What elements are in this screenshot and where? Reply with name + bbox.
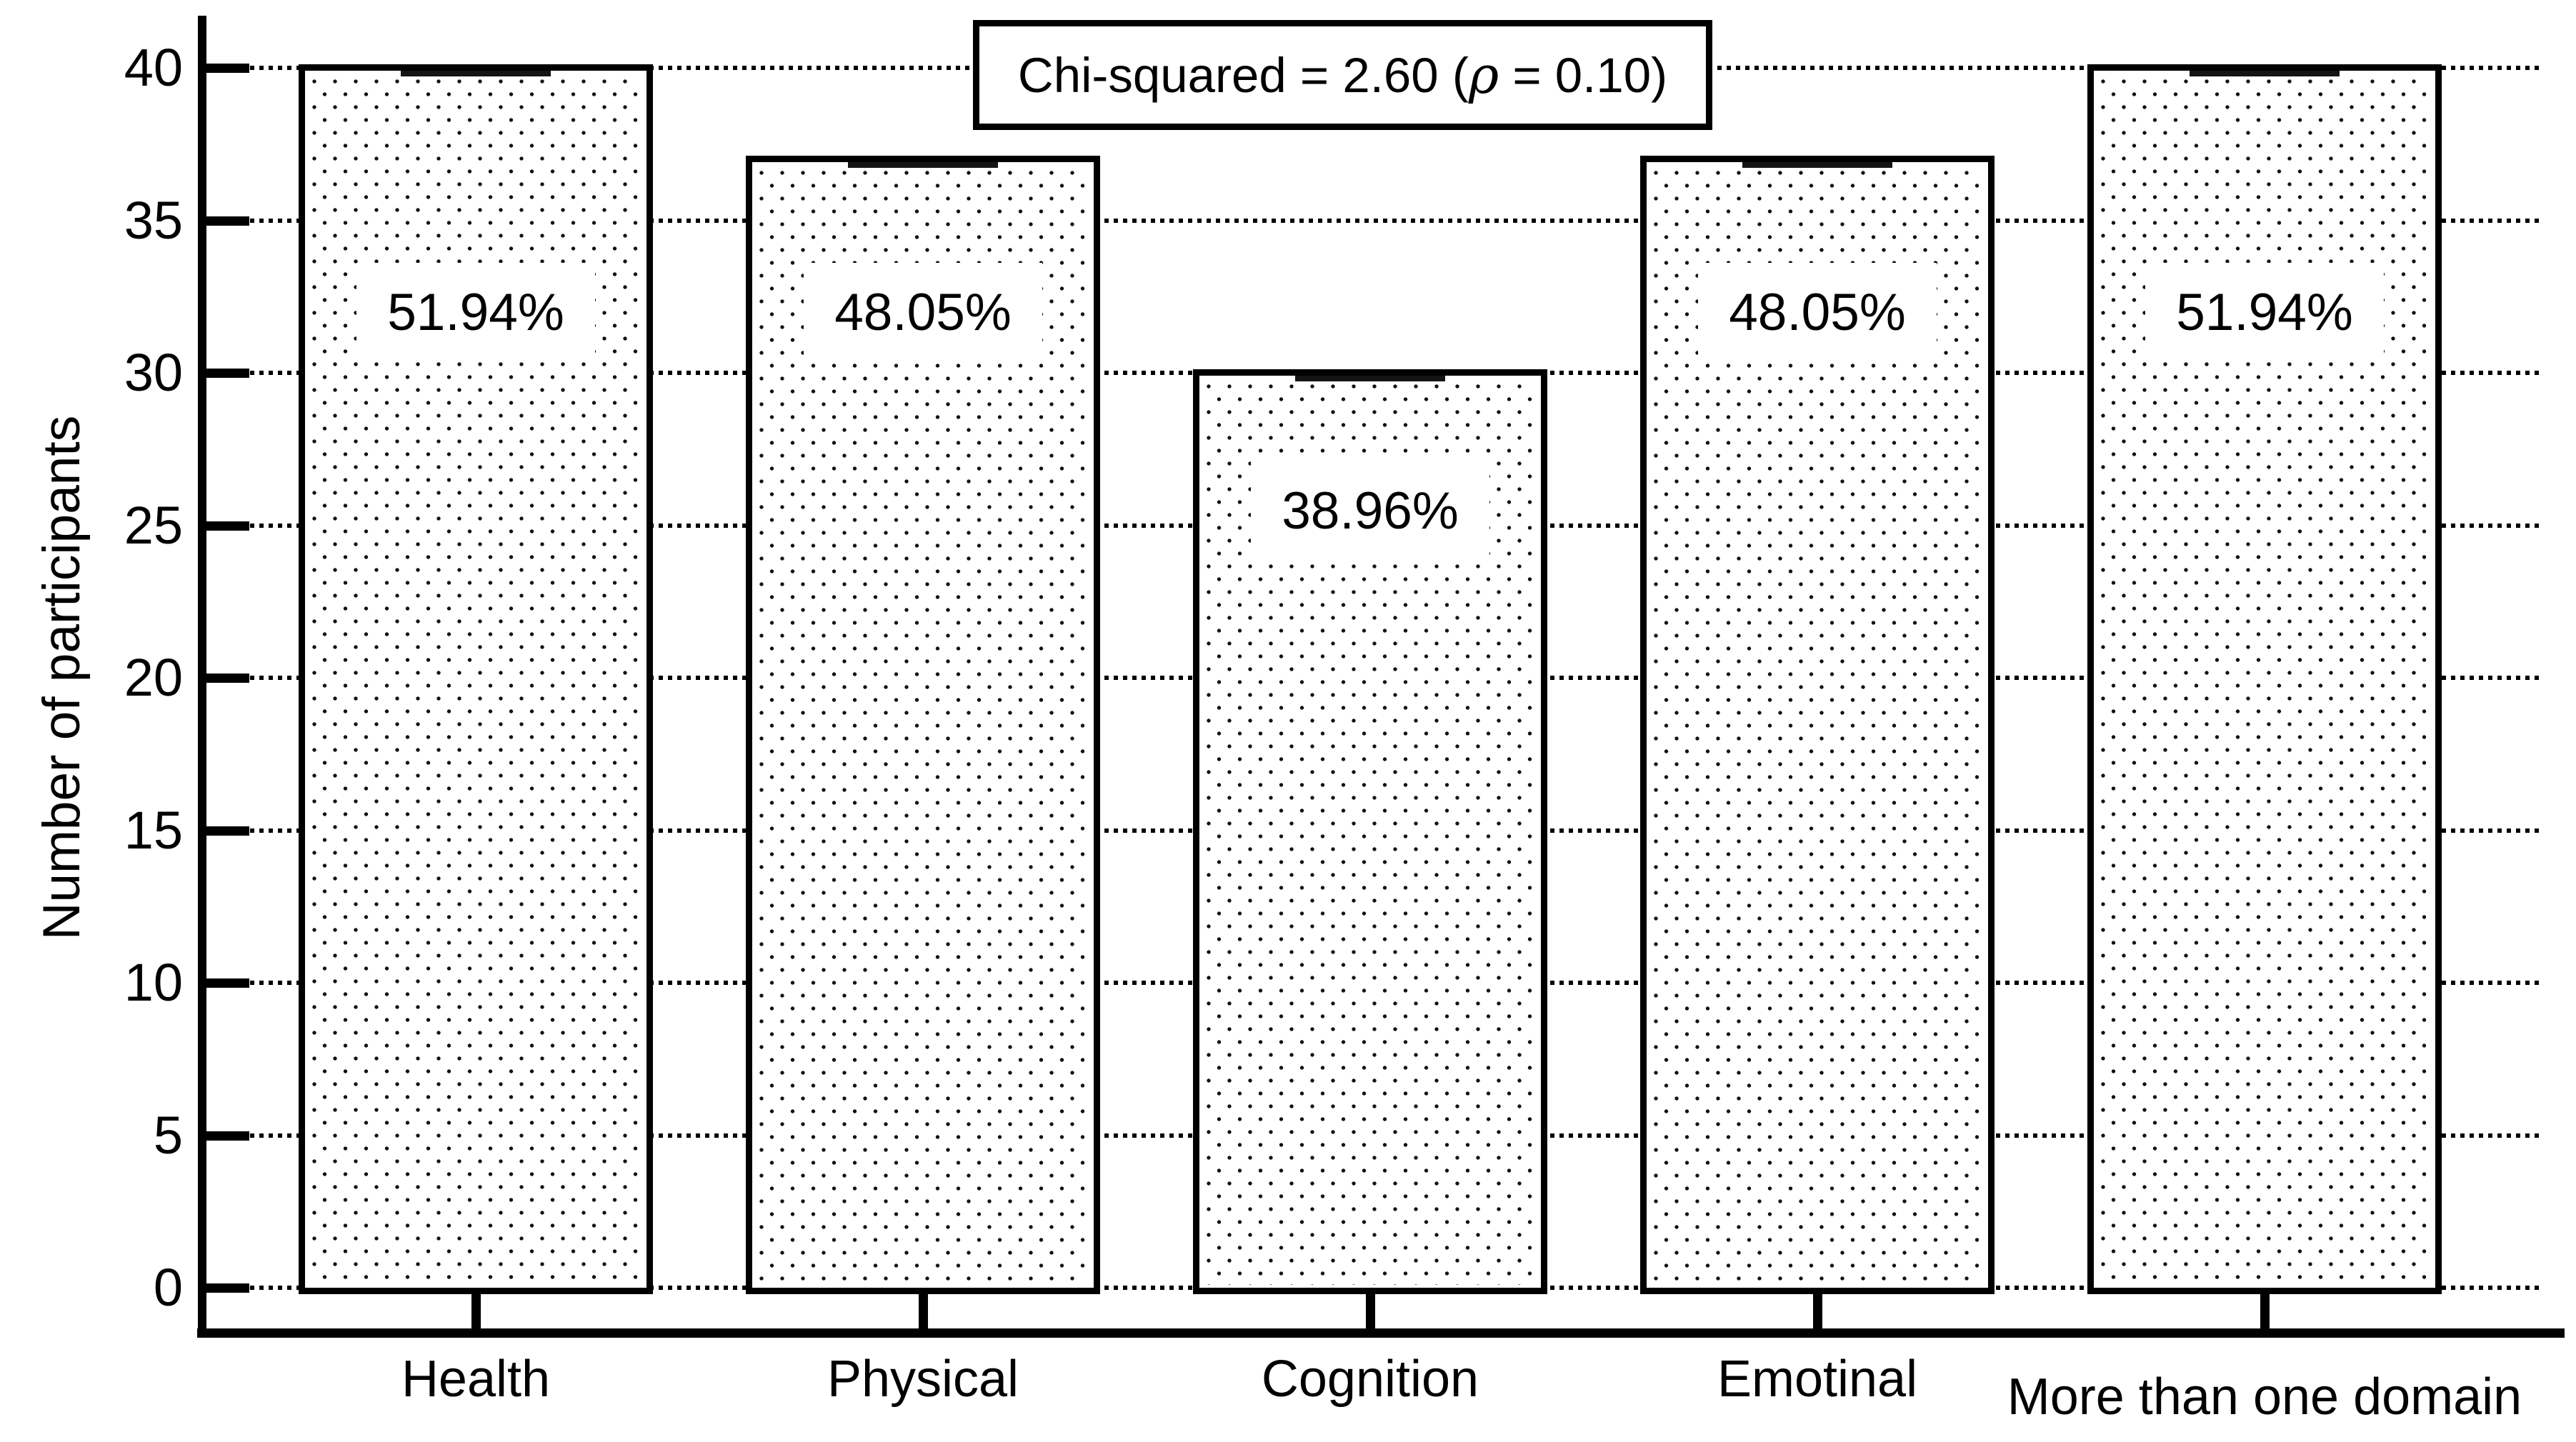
- bar-value-label: 38.96%: [1251, 461, 1489, 560]
- y-axis-tick: [202, 216, 249, 226]
- category-label: Health: [401, 1351, 551, 1408]
- x-axis-tick: [2260, 1293, 2270, 1330]
- category-label: Emotinal: [1717, 1351, 1918, 1408]
- category-label: More than one domain: [2007, 1368, 2522, 1426]
- y-axis-tick: [202, 521, 249, 531]
- bar-top-shade: [400, 71, 551, 76]
- bar-top-shade: [1294, 376, 1446, 381]
- bar-dot-pattern: [2097, 74, 2432, 1285]
- y-tick-label: 5: [153, 1106, 183, 1165]
- y-tick-label: 30: [124, 343, 183, 402]
- category-label: Physical: [827, 1351, 1019, 1408]
- bar-top-shade: [1742, 162, 1893, 168]
- y-axis-tick: [202, 369, 249, 378]
- bar: [299, 64, 653, 1294]
- bar-top-shade: [2189, 71, 2340, 76]
- bar-value-label: 51.94%: [356, 263, 595, 361]
- bar-value-label: 48.05%: [1698, 263, 1937, 361]
- y-tick-label: 35: [124, 191, 183, 250]
- y-tick-label: 10: [124, 953, 183, 1012]
- y-axis-tick: [202, 1131, 249, 1141]
- annotation-text: Chi-squared = 2.60 (: [1017, 47, 1469, 103]
- x-axis-line: [197, 1328, 2565, 1338]
- chart-annotation-box: Chi-squared = 2.60 (ρ = 0.10): [973, 20, 1712, 130]
- rho-symbol: ρ: [1468, 45, 1499, 105]
- x-axis-tick: [1813, 1293, 1822, 1330]
- bar-value-label: 51.94%: [2145, 263, 2384, 361]
- bar-dot-pattern: [308, 74, 644, 1285]
- y-axis-tick: [202, 674, 249, 683]
- x-axis-tick: [919, 1293, 928, 1330]
- y-axis-tick: [202, 64, 249, 73]
- y-axis-tick: [202, 978, 249, 988]
- annotation-text: = 0.10): [1499, 47, 1668, 103]
- bar-value-label: 48.05%: [804, 263, 1042, 361]
- y-tick-label: 20: [124, 648, 183, 707]
- category-label: Cognition: [1261, 1351, 1479, 1408]
- y-tick-label: 25: [124, 496, 183, 555]
- bar-top-shade: [847, 162, 999, 168]
- y-tick-label: 15: [124, 801, 183, 860]
- gridline: [250, 219, 2540, 223]
- y-tick-label: 0: [153, 1258, 183, 1317]
- y-axis-tick: [202, 1283, 249, 1293]
- y-tick-label: 40: [124, 38, 183, 97]
- x-axis-tick: [1366, 1293, 1375, 1330]
- x-axis-tick: [471, 1293, 481, 1330]
- y-axis-tick: [202, 826, 249, 836]
- bar: [2087, 64, 2442, 1294]
